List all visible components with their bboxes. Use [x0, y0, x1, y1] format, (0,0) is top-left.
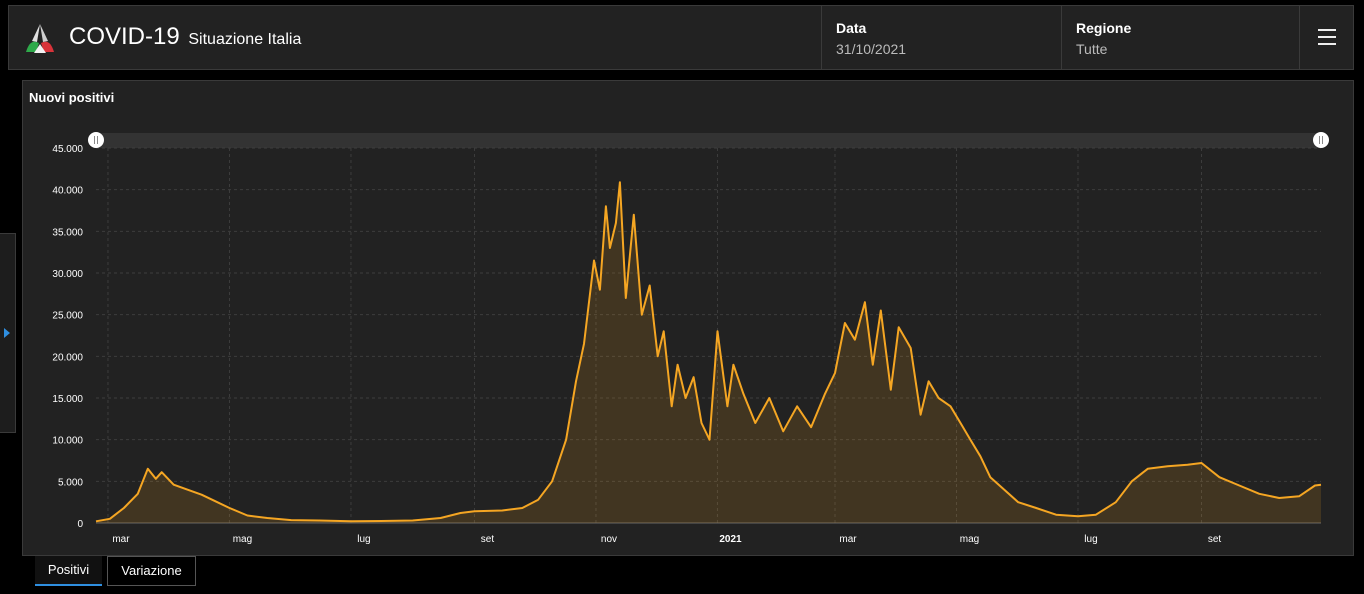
series-area — [96, 182, 1321, 523]
hamburger-icon[interactable] — [1299, 6, 1353, 69]
hamburger-bar — [1318, 29, 1336, 31]
range-handle-end[interactable] — [1313, 132, 1329, 148]
chart-panel: Nuovi positivi 0 5.000 10.000 15.000 20.000 2… — [22, 80, 1354, 556]
y-tick-label: 20.000 — [52, 352, 83, 363]
x-tick-label: lug — [357, 534, 370, 545]
x-tick-label: nov — [601, 534, 617, 545]
region-selector[interactable]: Regione Tutte — [1061, 6, 1301, 69]
app-title-main: COVID-19 — [69, 23, 180, 50]
tab-variazione[interactable]: Variazione — [107, 556, 196, 586]
new-positives-chart: 0 5.000 10.000 15.000 20.000 25.000 30.000 35.0… — [52, 132, 1329, 545]
x-tick-label: mag — [233, 534, 252, 545]
y-tick-label: 10.000 — [52, 436, 83, 447]
y-tick-label: 45.000 — [52, 144, 83, 155]
y-tick-label: 30.000 — [52, 269, 83, 280]
x-tick-label: set — [481, 534, 495, 545]
covid-logo-icon — [26, 24, 54, 53]
date-selector[interactable]: Data 31/10/2021 — [821, 6, 1061, 69]
y-tick-label: 25.000 — [52, 311, 83, 322]
x-tick-label: mar — [112, 534, 130, 545]
series-line — [95, 181, 1322, 523]
y-tick-label: 15.000 — [52, 394, 83, 405]
y-tick-label: 0 — [77, 519, 83, 530]
app-subtitle: Situazione Italia — [188, 31, 302, 48]
side-panel-toggle[interactable] — [0, 233, 16, 433]
y-tick-label: 35.000 — [52, 227, 83, 238]
date-label: Data — [836, 20, 867, 36]
app-title: COVID-19 Situazione Italia — [69, 23, 301, 51]
hamburger-bar — [1318, 36, 1336, 38]
x-tick-label: mar — [839, 534, 857, 545]
y-tick-label: 5.000 — [58, 477, 83, 488]
range-scrollbar — [96, 133, 1321, 148]
x-tick-label: 2021 — [719, 534, 742, 545]
date-value: 31/10/2021 — [836, 41, 907, 57]
x-tick-label: set — [1208, 534, 1222, 545]
hamburger-bar — [1318, 43, 1336, 45]
x-tick-label: mag — [960, 534, 979, 545]
range-handle-start[interactable] — [88, 132, 104, 148]
app-header: COVID-19 Situazione Italia Data 31/10/20… — [8, 5, 1354, 70]
y-tick-label: 40.000 — [52, 186, 83, 197]
panel-title: Nuovi positivi — [29, 90, 115, 105]
region-value: Tutte — [1076, 41, 1108, 57]
chevron-right-icon — [4, 328, 10, 338]
x-tick-label: lug — [1084, 534, 1097, 545]
region-label: Regione — [1076, 20, 1132, 36]
tab-positivi[interactable]: Positivi — [35, 556, 102, 586]
